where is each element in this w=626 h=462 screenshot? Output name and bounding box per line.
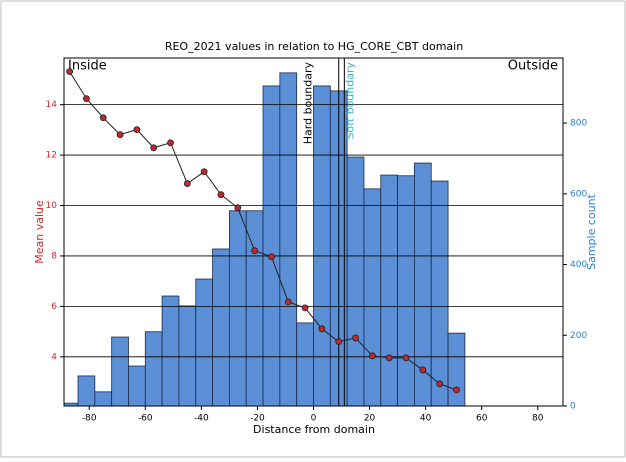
boundary-label: Hard boundary	[302, 62, 315, 145]
point	[453, 386, 460, 394]
bar	[447, 332, 466, 407]
y-tick-label: 12	[46, 151, 57, 161]
y2-tick-label: 600	[570, 189, 587, 199]
bar	[430, 180, 449, 407]
point	[301, 304, 309, 312]
x-tick-label: 40	[420, 414, 432, 424]
point	[66, 68, 74, 76]
point	[436, 380, 444, 388]
bar	[346, 156, 365, 407]
point	[402, 354, 410, 362]
boundary-label: Soft boundary	[343, 62, 356, 140]
y2-axis-label: Sample count	[585, 193, 598, 269]
x-tick-label: 80	[532, 414, 544, 424]
x-tick-label: -40	[194, 414, 209, 424]
bar	[313, 85, 331, 407]
point	[116, 131, 124, 139]
bar	[228, 210, 247, 407]
bar	[128, 365, 146, 407]
point	[150, 144, 158, 152]
bar	[245, 210, 264, 407]
point	[167, 139, 174, 147]
plot-frame	[63, 57, 564, 407]
x-tick-label: -20	[250, 414, 265, 424]
bar	[363, 188, 382, 407]
y2-tick-label: 800	[570, 119, 587, 129]
y-tick-label: 6	[51, 302, 57, 312]
bar	[279, 72, 298, 407]
point	[335, 338, 343, 346]
point	[234, 204, 242, 212]
bar	[77, 375, 96, 407]
point	[99, 114, 107, 122]
chart-title: REO_2021 values in relation to HG_CORE_C…	[165, 40, 463, 53]
bar	[296, 322, 314, 407]
bar	[111, 336, 129, 407]
bar	[195, 278, 213, 407]
bar	[161, 295, 180, 407]
x-tick-label: 20	[364, 414, 376, 424]
point	[133, 126, 141, 134]
side-label: Inside	[68, 59, 107, 74]
point	[385, 354, 393, 362]
x-axis-label: Distance from domain	[253, 423, 375, 436]
point	[217, 191, 225, 199]
y-tick-label: 14	[46, 100, 58, 110]
bar	[380, 174, 399, 407]
y-axis-label: Mean value	[33, 200, 46, 264]
x-tick-label: 60	[476, 414, 488, 424]
bar	[262, 85, 281, 407]
x-tick-label: 0	[311, 414, 317, 424]
bar	[212, 248, 230, 407]
point	[318, 325, 326, 333]
y-tick-label: 8	[51, 251, 57, 261]
x-tick-label: -80	[82, 414, 97, 424]
side-label: Outside	[508, 59, 558, 74]
point	[83, 95, 90, 102]
point	[183, 180, 191, 187]
point	[200, 168, 208, 176]
bar	[397, 175, 415, 407]
bar	[94, 391, 113, 407]
point	[419, 366, 427, 374]
bar	[144, 331, 163, 407]
point	[368, 352, 376, 360]
y-tick-label: 10	[46, 201, 58, 211]
point	[268, 253, 275, 261]
y-tick-label: 4	[51, 352, 57, 362]
bar	[178, 305, 197, 407]
y2-tick-label: 200	[570, 331, 587, 341]
point	[352, 334, 359, 342]
x-tick-label: -60	[138, 414, 153, 424]
point	[251, 247, 259, 255]
y2-tick-label: 0	[570, 402, 576, 412]
y2-tick-label: 400	[570, 260, 587, 270]
point	[284, 298, 292, 306]
